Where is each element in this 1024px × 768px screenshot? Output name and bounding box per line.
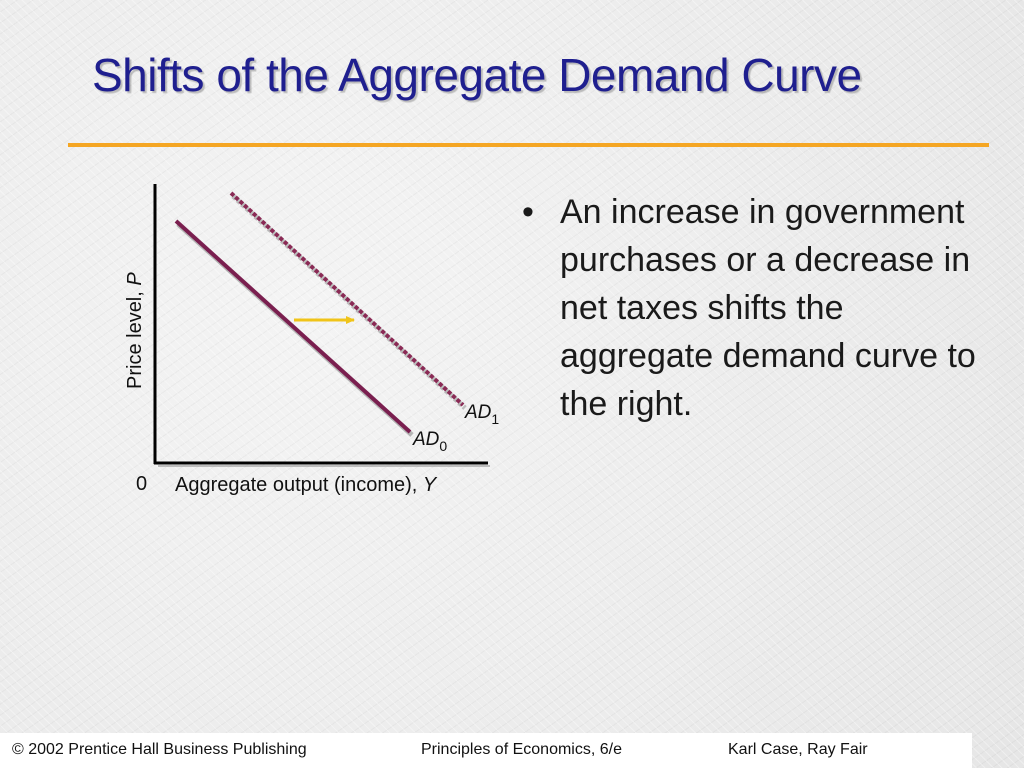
bullet-point: • An increase in government purchases or… bbox=[522, 188, 992, 428]
y-axis-label: Price level, P bbox=[124, 272, 146, 389]
ad0-label: AD0 bbox=[412, 429, 447, 454]
ad1-label: AD1 bbox=[464, 402, 499, 427]
ad0-curve bbox=[174, 219, 412, 434]
bullet-text: An increase in government purchases or a… bbox=[560, 193, 976, 423]
footer-bar: © 2002 Prentice Hall Business Publishing… bbox=[0, 733, 972, 768]
ad1-curve bbox=[229, 191, 465, 407]
footer-book-title: Principles of Economics, 6/e bbox=[421, 741, 622, 758]
slide-title: Shifts of the Aggregate Demand Curve bbox=[92, 49, 862, 101]
bullet-icon: • bbox=[522, 193, 534, 231]
x-axis-label: Aggregate output (income), Y bbox=[175, 474, 438, 496]
footer-copyright: © 2002 Prentice Hall Business Publishing bbox=[12, 741, 307, 758]
footer-authors: Karl Case, Ray Fair bbox=[728, 741, 868, 758]
origin-label: 0 bbox=[136, 473, 147, 495]
title-underline bbox=[68, 143, 989, 147]
